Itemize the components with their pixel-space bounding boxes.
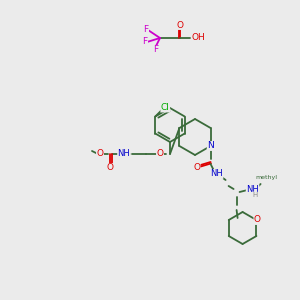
Text: O: O [254, 215, 261, 224]
Text: OH: OH [191, 34, 205, 43]
Text: F: F [153, 46, 159, 55]
Text: O: O [106, 164, 113, 172]
Text: O: O [97, 149, 104, 158]
Text: Cl: Cl [161, 103, 170, 112]
Text: N: N [207, 142, 214, 151]
Text: O: O [176, 20, 184, 29]
Text: F: F [142, 38, 148, 46]
Text: methyl: methyl [256, 176, 278, 181]
Text: O: O [157, 149, 164, 158]
Text: NH: NH [246, 184, 259, 194]
Text: H: H [252, 192, 257, 198]
Text: NH: NH [210, 169, 223, 178]
Text: O: O [193, 163, 200, 172]
Text: NH: NH [118, 149, 130, 158]
Text: F: F [143, 25, 148, 34]
